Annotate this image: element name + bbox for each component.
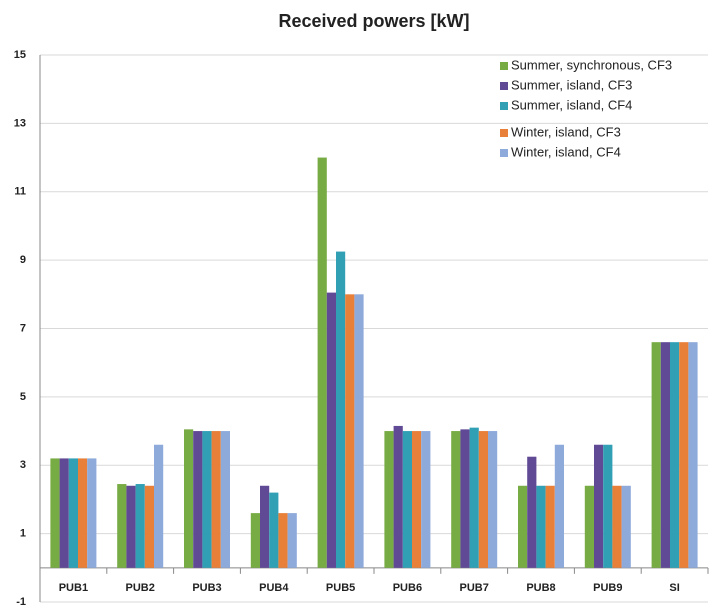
legend-label: Winter, island, CF4 xyxy=(511,144,621,159)
bar xyxy=(554,444,564,568)
bar xyxy=(345,294,355,568)
legend-label: Winter, island, CF3 xyxy=(511,124,621,139)
bar xyxy=(154,444,164,568)
bar xyxy=(660,342,670,568)
x-tick-label: PUB4 xyxy=(259,582,289,594)
bar xyxy=(688,342,698,568)
x-tick-label: SI xyxy=(669,582,679,594)
bar xyxy=(278,513,288,568)
bar xyxy=(336,251,346,568)
bar xyxy=(184,429,194,568)
x-tick-label: PUB1 xyxy=(59,582,88,594)
legend-label: Summer, island, CF3 xyxy=(511,77,632,92)
bar xyxy=(421,431,431,568)
legend-swatch xyxy=(500,62,508,70)
y-tick-label: 5 xyxy=(20,391,26,403)
bar xyxy=(87,458,97,568)
x-tick-label: PUB3 xyxy=(192,582,221,594)
bar xyxy=(393,425,403,568)
y-tick-label: 1 xyxy=(20,528,26,540)
bar xyxy=(317,157,327,568)
bar xyxy=(612,485,622,568)
bar xyxy=(460,429,470,568)
y-tick-label: 3 xyxy=(20,459,26,471)
x-tick-label: PUB8 xyxy=(526,582,555,594)
y-tick-label: 7 xyxy=(20,322,26,334)
bar xyxy=(135,484,145,568)
y-tick-label: 9 xyxy=(20,254,26,266)
bar xyxy=(220,431,230,568)
x-tick-label: PUB7 xyxy=(460,582,489,594)
bar xyxy=(354,294,364,568)
y-tick-label: -1 xyxy=(16,596,26,606)
bar xyxy=(670,342,680,568)
bar xyxy=(202,431,212,568)
bar xyxy=(594,444,604,568)
bar xyxy=(117,484,127,568)
bar xyxy=(621,485,631,568)
legend-swatch xyxy=(500,82,508,90)
bar xyxy=(326,292,336,568)
x-tick-label: PUB5 xyxy=(326,582,355,594)
bar xyxy=(518,485,528,568)
bar xyxy=(78,458,88,568)
legend-swatch xyxy=(500,149,508,157)
bar xyxy=(287,513,297,568)
bar xyxy=(68,458,78,568)
bar xyxy=(488,431,498,568)
x-tick-label: PUB6 xyxy=(393,582,422,594)
bar xyxy=(603,444,613,568)
legend-label: Summer, synchronous, CF3 xyxy=(511,57,672,72)
bar xyxy=(211,431,221,568)
bar xyxy=(144,485,154,568)
y-tick-label: 13 xyxy=(14,117,26,129)
bar xyxy=(50,458,60,568)
bar xyxy=(451,431,461,568)
y-tick-label: 15 xyxy=(14,49,26,61)
bar xyxy=(527,456,537,568)
bar xyxy=(260,485,270,568)
x-tick-label: PUB2 xyxy=(126,582,155,594)
bar xyxy=(651,342,661,568)
bar xyxy=(126,485,136,568)
bar xyxy=(384,431,394,568)
bar xyxy=(584,485,594,568)
legend-label: Summer, island, CF4 xyxy=(511,97,632,112)
bar xyxy=(402,431,412,568)
bar xyxy=(269,492,279,568)
bar xyxy=(545,485,555,568)
legend-swatch xyxy=(500,129,508,137)
bar xyxy=(536,485,546,568)
bar xyxy=(193,431,203,568)
bar xyxy=(59,458,69,568)
chart-title: Received powers [kW] xyxy=(278,11,469,31)
bar xyxy=(679,342,689,568)
y-tick-label: 11 xyxy=(14,186,26,198)
bar xyxy=(250,513,260,568)
bar xyxy=(412,431,422,568)
legend-swatch xyxy=(500,102,508,110)
bar xyxy=(469,427,479,568)
x-tick-label: PUB9 xyxy=(593,582,622,594)
bar xyxy=(478,431,488,568)
